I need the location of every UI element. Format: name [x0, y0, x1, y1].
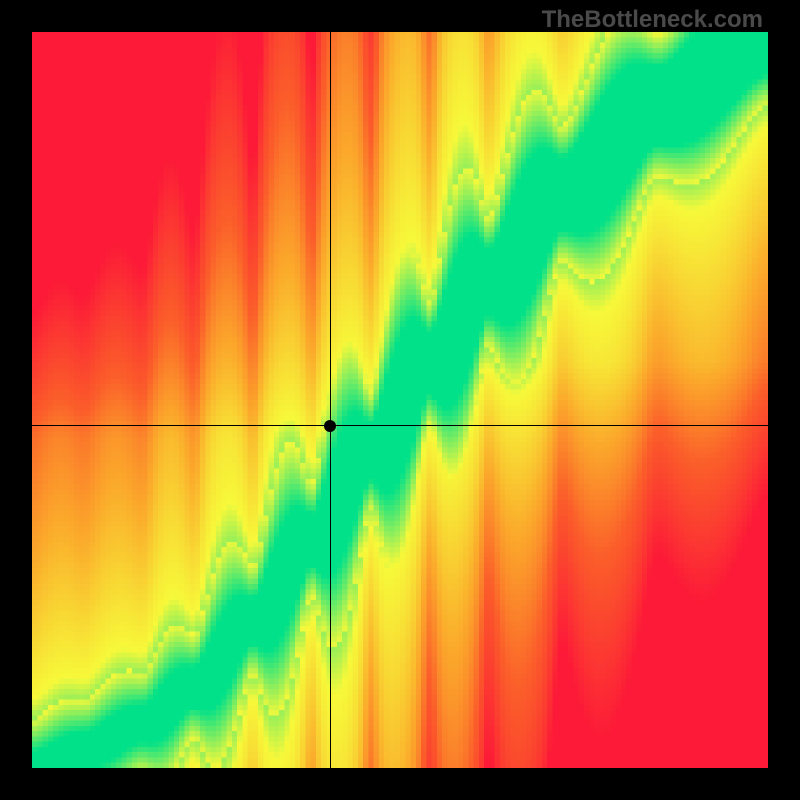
watermark-text: TheBottleneck.com [542, 6, 763, 34]
crosshair-horizontal [32, 425, 768, 426]
outer-frame: TheBottleneck.com [0, 0, 800, 800]
crosshair-vertical [330, 32, 331, 768]
heatmap-canvas [32, 32, 768, 768]
crosshair-marker [324, 420, 336, 432]
heatmap-plot [32, 32, 768, 768]
